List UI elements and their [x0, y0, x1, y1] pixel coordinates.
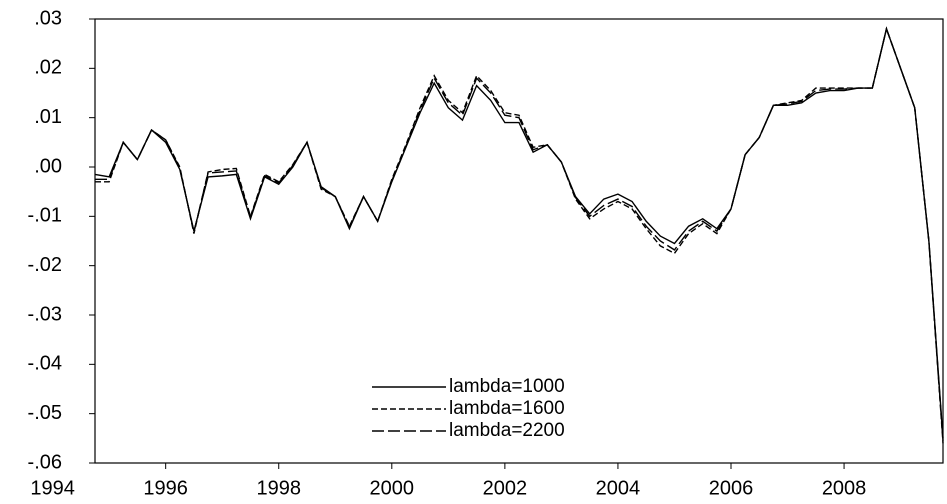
series-line [94, 26, 944, 439]
series-line [95, 26, 944, 444]
x-tick-label: 2002 [483, 477, 528, 499]
y-tick-label: -.03 [28, 303, 62, 325]
x-tick-label: 1994 [30, 477, 75, 499]
series-line [95, 26, 944, 441]
y-tick-label: -.01 [28, 205, 62, 227]
y-tick-label: -.06 [28, 451, 62, 473]
plot-frame [94, 18, 944, 464]
legend-label: lambda=2200 [449, 420, 565, 441]
x-tick-label: 2004 [596, 477, 641, 499]
y-tick-label: .02 [34, 57, 62, 79]
x-tick-label: 2000 [370, 477, 415, 499]
legend-label: lambda=1600 [449, 398, 565, 419]
y-tick-label: -.04 [28, 353, 62, 375]
x-tick-label: 2006 [709, 477, 754, 499]
x-tick-label: 1998 [256, 477, 301, 499]
y-tick-label: .01 [34, 106, 62, 128]
y-tick-label: -.02 [28, 254, 62, 276]
x-tick-label: 2008 [822, 477, 867, 499]
legend-label: lambda=1000 [449, 376, 565, 397]
y-tick-label: .00 [34, 155, 62, 177]
y-tick-label: .03 [34, 7, 62, 29]
x-tick-label: 1996 [143, 477, 188, 499]
y-tick-label: -.05 [28, 402, 62, 424]
